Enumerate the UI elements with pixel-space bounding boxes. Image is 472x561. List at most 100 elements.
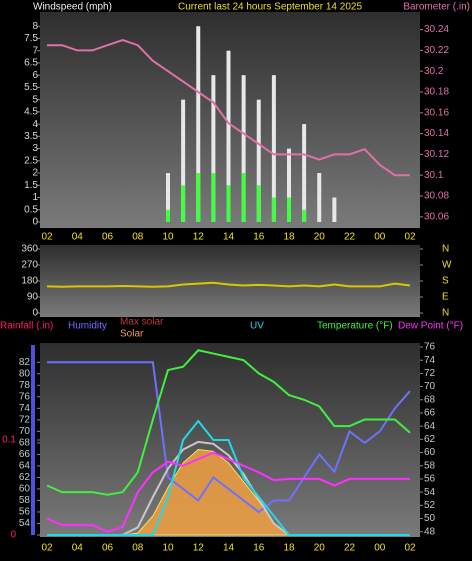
legend-entry: Humidity [68,321,107,332]
tick-label: 52 [424,500,436,511]
tick-label: 2 [32,168,38,179]
tick-label: 5 [32,94,38,105]
tick-label: 30.18 [424,87,449,98]
tick-label: 180 [21,276,38,287]
tick-label: 7 [32,45,38,56]
legend-entry: Max solar [120,317,164,328]
tick-label: 56 [424,474,436,485]
wind-bar [302,209,307,222]
tick-label: 4 [32,119,38,130]
tick-label: 72 [19,414,31,425]
wind-bar [226,50,231,222]
tick-label: 270 [21,260,38,271]
tick-label: 58 [19,495,31,506]
x-tick-label: 04 [72,543,84,554]
wind-bar [211,75,216,222]
x-tick-label: 10 [162,543,174,554]
tick-label: 68 [19,438,31,449]
legend-entry: UV [250,321,264,332]
wind-bar [287,197,291,222]
x-tick-label: 00 [374,543,386,554]
wind-bar [181,185,186,222]
tick-label: 56 [19,507,31,518]
tick-label: 0 [32,217,38,228]
tick-label: 30.16 [424,107,449,118]
tick-label: 62 [19,472,31,483]
series-line [47,361,411,514]
tick-label: 90 [27,292,39,303]
x-tick-label: 02 [404,543,416,554]
series-line [47,419,410,536]
x-tick-label: 14 [223,232,235,243]
wind-bar [271,75,276,222]
tick-label: 60 [19,484,31,495]
tick-label: 62 [424,434,436,445]
x-tick-label: 18 [283,232,295,243]
tick-label: 3 [32,143,38,154]
x-tick-label: 22 [344,232,356,243]
tick-label: 74 [19,403,31,414]
tick-label: 30.08 [424,191,449,202]
tick-label: 8 [32,21,38,32]
x-tick-label: 02 [404,232,416,243]
wind-bar [211,173,216,222]
tick-label: 360 [21,244,38,255]
wind-bar [181,99,186,222]
wind-axis-title: Windspeed (mph) [33,2,112,13]
x-tick-label: 22 [344,543,356,554]
tick-label: S [442,276,449,287]
tick-label: 48 [424,526,436,537]
wind-bar [317,173,322,222]
tick-label: 76 [19,391,31,402]
tick-label: 58 [424,460,436,471]
x-tick-label: 12 [193,232,205,243]
x-tick-label: 20 [314,232,326,243]
tick-label: 60 [424,447,436,458]
wind-bar [271,197,276,222]
x-tick-label: 16 [253,232,265,243]
tick-label: 54 [19,518,31,529]
wind-bar [226,185,231,222]
series-line [46,451,410,533]
x-tick-label: 02 [41,232,53,243]
x-tick-label: 04 [72,232,84,243]
x-tick-label: 12 [193,543,205,554]
tick-label: 76 [424,342,436,353]
tick-label: 74 [424,355,436,366]
wind-bar [196,173,201,222]
x-tick-label: 16 [253,543,265,554]
legend-entry: Dew Point (°F) [398,321,463,332]
x-tick-label: 20 [314,543,326,554]
wind-bar [241,173,246,222]
tick-label: 0 [10,530,16,541]
wind-bar [302,124,307,222]
tick-label: 82 [19,357,31,368]
tick-label: 68 [424,394,436,405]
wind-bar [332,197,337,222]
tick-label: E [442,292,449,303]
wind-bar [241,75,246,222]
x-tick-label: 06 [102,543,114,554]
tick-label: 50 [424,513,436,524]
tick-label: 7.5 [24,33,38,44]
tick-label: 30.22 [424,45,449,56]
tick-label: 64 [424,421,436,432]
tick-label: 70 [424,381,436,392]
tick-label: 78 [19,380,31,391]
tick-label: N [442,244,449,255]
tick-label: 72 [424,368,436,379]
legend-entry: Temperature (°F) [317,321,393,332]
tick-label: 6 [32,70,38,81]
wind-bar [166,209,170,222]
x-tick-label: 08 [132,543,144,554]
wind-bar [196,26,201,223]
x-tick-label: 14 [223,543,235,554]
tick-label: 30.2 [424,66,444,77]
tick-label: 70 [19,426,31,437]
plot-background [40,245,420,317]
x-tick-label: 08 [132,232,144,243]
tick-label: 30.12 [424,149,449,160]
tick-label: 54 [424,487,436,498]
tick-label: N [442,308,449,319]
tick-label: 30.06 [424,211,449,222]
